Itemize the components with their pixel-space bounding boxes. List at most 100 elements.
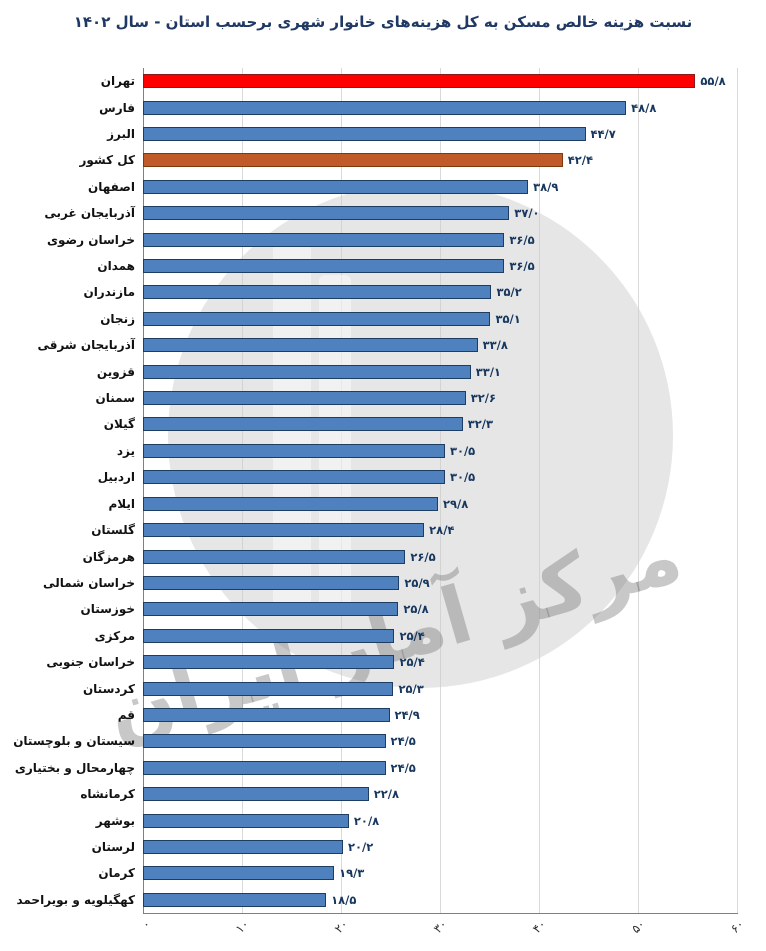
x-tick-labels: ۰ ۱۰ ۲۰ ۳۰ ۴۰ ۵۰ ۶۰ [138,917,747,937]
bar-value-label: ۲۵/۳ [398,681,424,696]
bar-area: ۳۲/۶ [143,385,737,411]
bar-row: آذربایجان شرقی ۳۳/۸ [0,332,766,358]
bar-area: ۲۵/۴ [143,623,737,649]
bar-area: ۲۸/۴ [143,517,737,543]
category-label: کرمان [98,866,135,881]
bar-area: ۲۴/۵ [143,755,737,781]
bar-area: ۲۲/۸ [143,781,737,807]
bar-row: خراسان رضوی ۳۶/۵ [0,226,766,252]
bar-value-label: ۲۵/۸ [403,602,429,617]
bar-default [143,470,445,485]
category-label: مرکزی [94,628,135,643]
bar-value-label: ۲۰/۸ [353,813,380,828]
bar-area: ۳۸/۹ [143,174,737,200]
bar-row: گیلان ۳۲/۳ [0,411,766,437]
bar-area: ۵۵/۸ [143,68,737,94]
bar-row: ایلام ۲۹/۸ [0,491,766,517]
bar-area: ۱۹/۳ [143,860,737,886]
bar-row: کردستان ۲۵/۳ [0,675,766,701]
bar-area: ۴۴/۷ [143,121,737,147]
bar-default [143,734,386,749]
bar-row: کهگیلویه و بویراحمد ۱۸/۵ [0,887,766,913]
bar-value-label: ۲۴/۹ [394,707,420,722]
bar-row: کل کشور ۴۲/۴ [0,147,766,173]
bar-row: کرمان ۱۹/۳ [0,860,766,886]
bar-area: ۳۳/۸ [143,332,737,358]
y-axis-line [143,68,144,913]
bar-row: همدان ۳۶/۵ [0,253,766,279]
bar-value-label: ۳۰/۵ [449,443,476,458]
bar-value-label: ۲۵/۴ [399,655,425,670]
bar-default [143,338,478,353]
bar-row: مازندران ۳۵/۲ [0,279,766,305]
bar-row: بوشهر ۲۰/۸ [0,807,766,833]
bar-area: ۲۹/۸ [143,491,737,517]
bar-area: ۲۴/۵ [143,728,737,754]
category-label: اصفهان [87,179,135,194]
bar-value-label: ۳۳/۸ [482,338,508,353]
bar-area: ۴۲/۴ [143,147,737,173]
bar-row: فارس ۴۸/۸ [0,94,766,120]
bar-value-label: ۲۸/۴ [429,523,455,538]
bar-default [143,232,505,247]
bar-value-label: ۲۴/۵ [390,760,416,775]
bar-default [143,866,335,881]
bar-row: تهران ۵۵/۸ [0,68,766,94]
bar-value-label: ۲۰/۲ [347,839,374,854]
bar-value-label: ۲۵/۹ [404,575,430,590]
bar-value-label: ۳۵/۱ [495,311,521,326]
bar-value-label: ۱۹/۳ [339,866,365,881]
bar-value-label: ۳۳/۱ [475,364,501,379]
category-label: خراسان جنوبی [46,655,135,670]
category-label: کهگیلویه و بویراحمد [16,892,135,907]
category-label: خوزستان [80,602,135,617]
bar-value-label: ۳۶/۵ [509,232,535,247]
category-label: یزد [116,443,135,458]
category-label: سمنان [95,391,136,406]
bar-default [143,496,439,511]
bar-default [143,628,395,643]
category-label: خراسان رضوی [47,232,135,247]
category-label: مازندران [83,285,135,300]
bar-area: ۳۰/۵ [143,464,737,490]
bar-default [143,206,510,221]
category-label: بوشهر [95,813,135,828]
bar-default [143,285,492,300]
bar-default [143,259,505,274]
bar-value-label: ۳۷/۰ [514,206,540,221]
bar-default [143,839,343,854]
category-label: ایلام [108,496,135,511]
bar-area: ۲۰/۲ [143,834,737,860]
category-label: اردبیل [97,470,135,485]
bar-default [143,787,369,802]
bar-value-label: ۳۰/۵ [449,470,476,485]
bar-value-label: ۲۴/۵ [390,734,416,749]
bar-row: سمنان ۳۲/۶ [0,385,766,411]
bar-value-label: ۴۴/۷ [590,127,616,142]
category-label: زنجان [100,311,135,326]
category-label: قزوین [96,364,135,379]
bar-value-label: ۲۵/۴ [399,628,425,643]
bar-area: ۲۴/۹ [143,702,737,728]
category-label: قم [117,707,135,722]
bar-area: ۳۵/۱ [143,306,737,332]
bar-area: ۳۲/۳ [143,411,737,437]
bar-row: اصفهان ۳۸/۹ [0,174,766,200]
bar-default [143,364,471,379]
bar-area: ۳۶/۵ [143,253,737,279]
x-axis-line [143,913,738,914]
bar-value-label: ۴۸/۸ [631,100,657,115]
bar-default [143,892,327,907]
bar-value-label: ۳۵/۲ [496,285,522,300]
bar-row: مرکزی ۲۵/۴ [0,623,766,649]
category-label: چهارمحال و بختیاری [14,760,135,775]
category-label: هرمزگان [82,549,135,564]
bar-default [143,813,349,828]
bar-row: هرمزگان ۲۶/۵ [0,543,766,569]
bar-area: ۳۰/۵ [143,438,737,464]
bar-area: ۳۷/۰ [143,200,737,226]
bar-area: ۳۶/۵ [143,226,737,252]
category-label: کردستان [82,681,135,696]
category-label: گیلان [103,417,135,432]
